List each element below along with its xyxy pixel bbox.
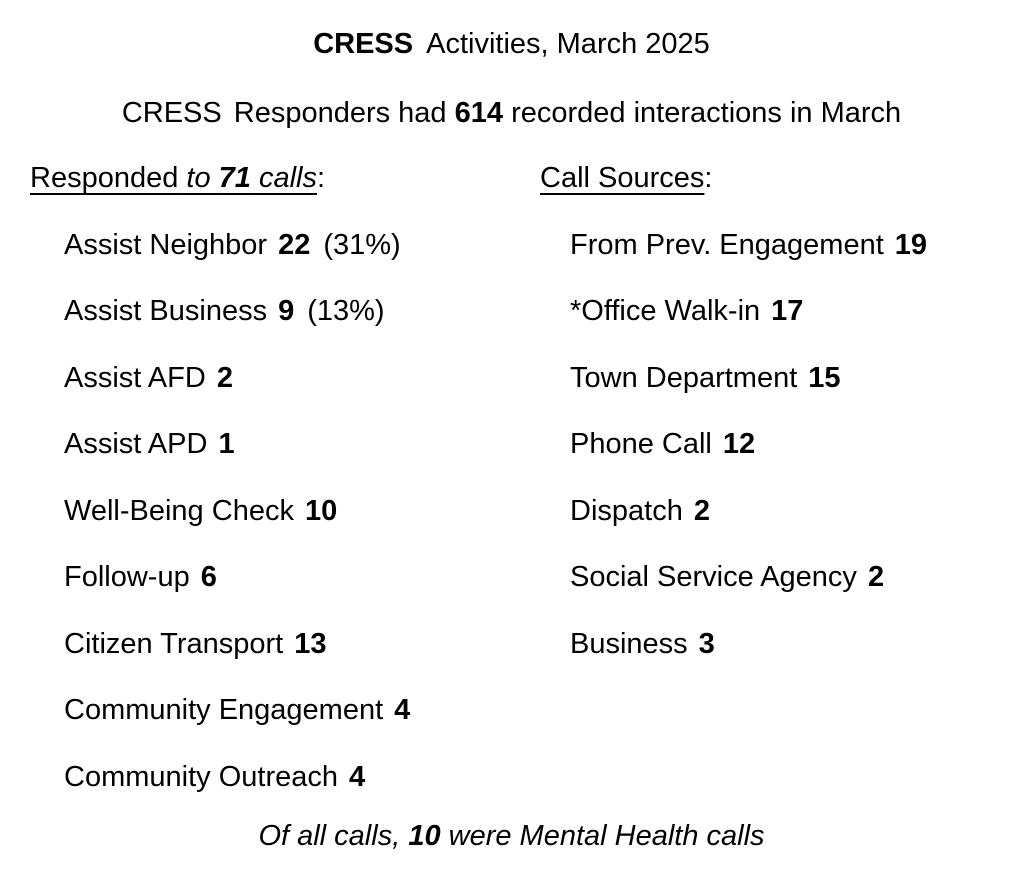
activity-label: Follow-up [64,561,190,593]
activity-label: Community Engagement [64,694,384,726]
activity-label: Citizen Transport [64,627,284,660]
responded-heading-colon: : [317,162,326,194]
call-source-count: 2 [867,561,885,593]
activity-count: 22 [278,228,311,261]
footer-mental-health-count: 10 [408,820,441,852]
activity-row: Assist AFD 2 [30,345,512,412]
footer-note: Of all calls, 10 were Mental Health call… [0,820,1023,853]
call-source-label: *Office Walk-in [570,295,761,327]
call-source-count: 3 [698,627,715,660]
responded-column: Responded to 71 calls: Assist Neighbor 22… [0,145,512,810]
activity-count: 1 [218,428,235,460]
activity-label: Assist Business [64,295,268,327]
responded-word: Responded [30,162,179,194]
call-source-row: From Prev. Engagement 19 [540,212,1023,279]
title-brand-text: CRESS [313,28,414,60]
call-source-row: Social Service Agency 2 [540,544,1023,611]
activity-label: Assist APD [64,428,208,460]
title-rest-text: Activities, March 2025 [426,28,710,60]
call-source-row: Business 3 [540,611,1023,678]
call-source-count: 2 [693,494,710,527]
call-source-label: Phone Call [570,428,712,460]
activity-label: Community Outreach [64,760,338,793]
call-source-label: Dispatch [570,494,683,527]
call-source-label: From Prev. Engagement [570,228,884,261]
activity-label: Assist Neighbor [64,228,268,261]
activity-row: Assist APD 1 [30,411,512,478]
stats-columns: Responded to 71 calls: Assist Neighbor 22… [0,145,1023,810]
call-source-row: Town Department 15 [540,345,1023,412]
call-source-count: 12 [722,428,756,460]
activity-row: Citizen Transport 13 [30,611,512,678]
activity-percent: (31%) [323,228,401,261]
call-source-label: Town Department [570,361,798,394]
activity-count: 6 [200,561,217,593]
summary-mid: Responders had [233,97,447,129]
activity-row: Assist Neighbor 22 (31%) [30,212,512,279]
call-source-label: Business [570,627,688,660]
footer-prefix: Of all calls, [258,820,409,852]
activity-label: Assist AFD [64,361,206,394]
footer-suffix: were Mental Health calls [440,820,765,852]
call-source-row: *Office Walk-in 17 [540,278,1023,345]
activity-count: 4 [349,760,366,793]
responded-italic-part: to 71 calls [178,162,317,194]
responded-call-count: 71 [218,162,251,194]
call-source-count: 15 [808,361,841,394]
activity-count: 9 [278,295,295,327]
activity-row: Assist Business 9 (13%) [30,278,512,345]
call-source-row: Dispatch 2 [540,478,1023,545]
responded-heading: Responded to 71 calls: [30,145,512,212]
call-sources-heading-underlined: Call Sources [540,162,705,194]
activity-count: 13 [294,627,327,660]
activity-row: Follow-up 6 [30,544,512,611]
responded-italic-post: calls [250,162,317,194]
call-source-label: Social Service Agency [570,561,857,593]
call-sources-column: Call Sources: From Prev. Engagement 19 *O… [512,145,1023,810]
activity-count: 2 [216,361,233,394]
activity-row: Community Outreach 4 [30,744,512,811]
activity-label: Well-Being Check [64,494,294,527]
summary-line: CRESS Responders had 614 recorded interac… [0,97,1023,130]
activity-count: 4 [394,694,411,726]
call-sources-heading: Call Sources: [540,145,1023,212]
activity-percent: (13%) [307,295,385,327]
summary-total-count: 614 [454,97,504,129]
activity-row: Community Engagement 4 [30,677,512,744]
activity-row: Well-Being Check 10 [30,478,512,545]
call-source-count: 17 [771,295,804,327]
page-title: CRESS Activities, March 2025 [0,28,1023,61]
summary-tail: recorded interactions in March [511,97,902,129]
call-source-row: Phone Call 12 [540,411,1023,478]
responded-heading-underlined: Responded to 71 calls [30,162,317,194]
summary-org: CRESS [121,97,222,129]
activity-count: 10 [304,494,338,527]
responded-italic-pre: to [178,162,219,194]
call-source-count: 19 [894,228,928,261]
call-sources-heading-colon: : [704,162,713,194]
